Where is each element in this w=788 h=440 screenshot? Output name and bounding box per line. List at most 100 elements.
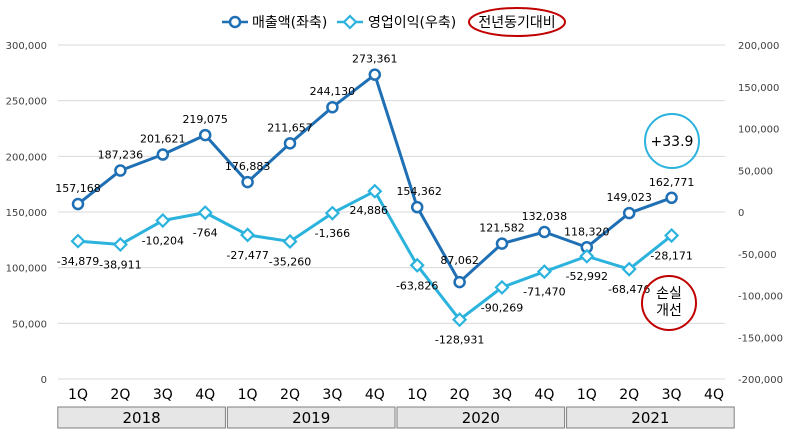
- data-point: [156, 148, 170, 161]
- legend-item-operating-profit: 영업이익(우축): [337, 14, 456, 31]
- x-tick-label: 1Q: [238, 387, 258, 403]
- series-revenue: 157,168 187,236 201,621 219,075 176,883 211,6…: [55, 53, 695, 289]
- data-point: [282, 233, 298, 249]
- data-point: [410, 200, 424, 214]
- data-point: [538, 225, 551, 239]
- data-point: [452, 312, 468, 328]
- data-point: [536, 264, 552, 280]
- data-label: 187,236: [98, 149, 144, 162]
- x-tick-label: 3Q: [153, 387, 173, 403]
- data-point: [409, 257, 425, 273]
- data-label: -35,260: [269, 255, 311, 268]
- x-tick-label: 2Q: [280, 387, 300, 403]
- right-axis: -200,000 -150,000 -100,000 -50,000 0 50,000 10…: [738, 41, 783, 386]
- data-label: 118,320: [564, 225, 610, 238]
- legend-label-revenue: 매출액(좌축): [252, 15, 327, 31]
- data-label: -90,269: [481, 301, 523, 314]
- right-tick-label: -100,000: [738, 292, 783, 303]
- data-label: 176,883: [225, 160, 271, 173]
- data-label: -34,879: [57, 255, 99, 268]
- data-label: 87,062: [440, 254, 479, 267]
- legend-label-operating-profit: 영업이익(우축): [368, 15, 456, 31]
- annotation-line: 개선: [656, 303, 682, 319]
- year-cell: [396, 406, 566, 429]
- data-point: [155, 212, 171, 229]
- data-label: -38,911: [99, 258, 141, 271]
- left-tick-label: 250,000: [6, 97, 47, 108]
- right-tick-label: -50,000: [738, 250, 777, 261]
- data-label: 121,582: [479, 222, 525, 235]
- right-tick-label: 0: [738, 208, 744, 219]
- gridlines: [58, 44, 725, 380]
- series-operating-profit: -34,879 -38,911-10,204 -764 -27,477 -35,260 -…: [57, 183, 693, 347]
- data-point: [240, 227, 256, 243]
- left-tick-label: 150,000: [6, 208, 47, 219]
- x-tick-label: 1Q: [577, 387, 597, 403]
- annotation-loss-improvement: 손실 개선: [641, 275, 697, 331]
- data-label: 154,362: [396, 185, 442, 198]
- annotation-revenue-yoy-text: +33.9: [651, 134, 694, 150]
- data-point: [112, 236, 128, 253]
- x-axis: 1Q 2Q 3Q 4Q 1Q 2Q 3Q 4Q 1Q 2Q 3Q 4Q 1Q 2Q 3Q 4Q 2018 2019…: [57, 387, 735, 429]
- data-label: 244,130: [310, 85, 356, 98]
- right-tick-label: 200,000: [738, 41, 779, 52]
- data-point: [283, 137, 297, 150]
- x-tick-label: 3Q: [322, 387, 342, 403]
- left-tick-label: 100,000: [6, 264, 47, 275]
- data-label: 149,023: [606, 191, 652, 204]
- left-tick-label: 200,000: [6, 152, 47, 163]
- data-label: 157,168: [55, 182, 101, 195]
- data-label: -1,366: [315, 227, 350, 240]
- data-label: 273,361: [352, 53, 398, 66]
- data-label: 162,771: [649, 176, 695, 189]
- x-tick-label: 4Q: [195, 387, 215, 403]
- year-label: 2018: [123, 409, 161, 427]
- year-cell: [57, 406, 226, 429]
- left-tick-label: 0: [41, 375, 47, 386]
- annotation-revenue-yoy: +33.9: [644, 113, 700, 169]
- data-label: -63,826: [396, 279, 438, 292]
- right-tick-label: 100,000: [738, 125, 779, 136]
- data-point: [579, 248, 595, 264]
- right-tick-label: -150,000: [738, 333, 783, 344]
- legend-yoy-label: 전년동기대비: [478, 15, 555, 31]
- legend: 매출액(좌축) 영업이익(우축) 전년동기대비: [222, 7, 566, 37]
- left-axis: 0 50,000 100,000 150,000 200,000 250,000 300,0…: [6, 41, 47, 386]
- year-label: 2021: [631, 409, 669, 427]
- right-tick-label: 50,000: [738, 166, 773, 177]
- x-tick-label: 1Q: [68, 387, 88, 403]
- data-label: -27,477: [226, 249, 268, 262]
- left-tick-label: 300,000: [6, 41, 47, 52]
- data-label: 201,621: [140, 133, 186, 146]
- year-label: 2020: [462, 409, 500, 427]
- yoy-ellipse: [468, 7, 566, 37]
- data-point: [241, 175, 254, 189]
- annotation-loss-improvement-text: 손실 개선: [656, 286, 682, 319]
- data-label: 211,657: [267, 121, 313, 134]
- data-label: -68,476: [608, 283, 650, 296]
- data-label: 132,038: [522, 210, 568, 223]
- right-tick-label: 150,000: [738, 83, 779, 94]
- x-tick-label: 3Q: [492, 387, 512, 403]
- data-point: [368, 68, 382, 81]
- x-tick-label: 4Q: [534, 387, 554, 403]
- data-label: -764: [193, 227, 218, 240]
- x-tick-label: 1Q: [407, 387, 427, 403]
- data-point: [324, 205, 340, 221]
- data-label: 24,886: [350, 204, 389, 217]
- year-cell: [226, 406, 396, 429]
- x-tick-label: 3Q: [662, 387, 682, 403]
- x-tick-label: 2Q: [450, 387, 470, 403]
- data-point: [114, 164, 127, 177]
- data-label: -128,931: [435, 334, 484, 347]
- data-point: [198, 128, 212, 142]
- data-point: [71, 197, 85, 211]
- data-point: [494, 279, 510, 295]
- x-tick-label: 4Q: [704, 387, 724, 403]
- data-point: [70, 233, 86, 249]
- data-point: [326, 100, 339, 114]
- data-point: [622, 206, 636, 220]
- year-cell: [566, 406, 735, 429]
- data-point: [367, 183, 383, 199]
